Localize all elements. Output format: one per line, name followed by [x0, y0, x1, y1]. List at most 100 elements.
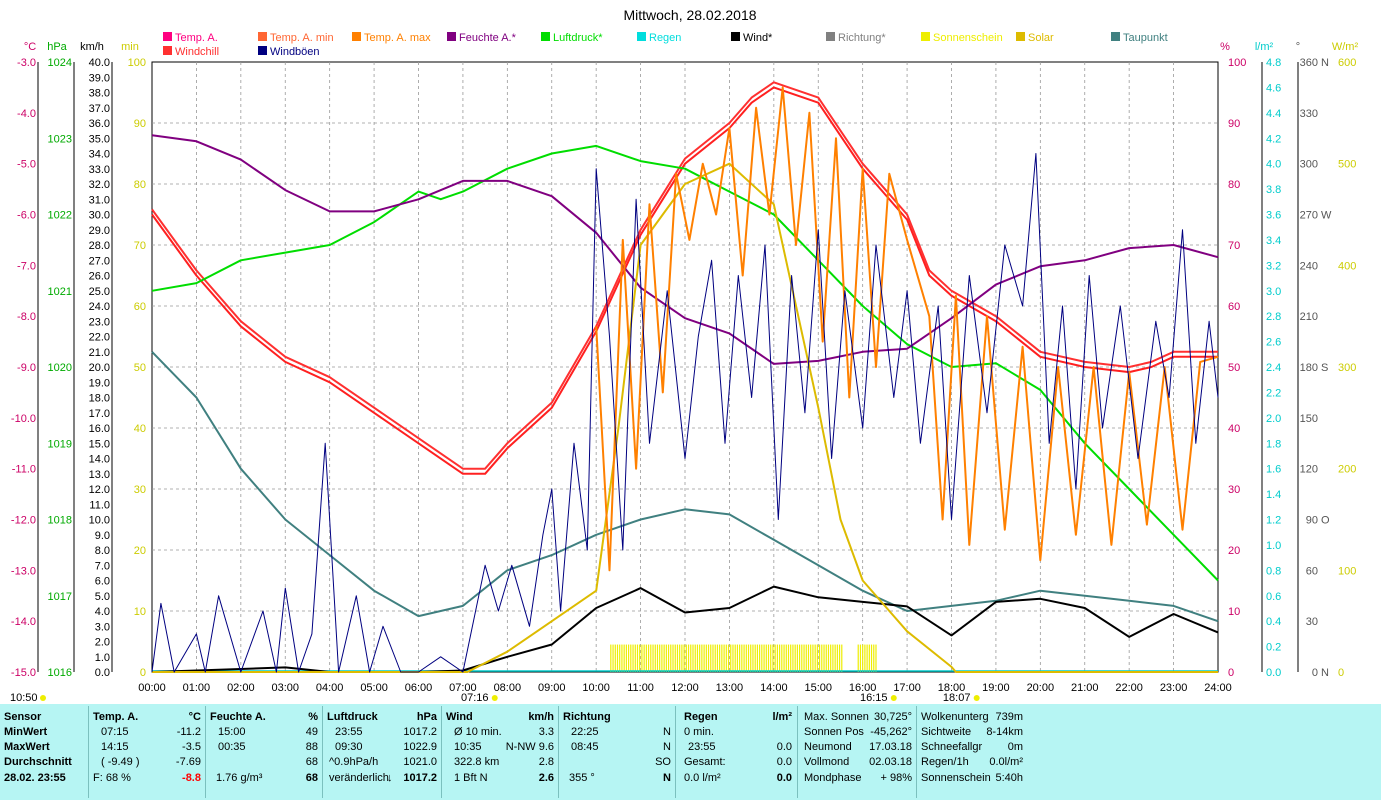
- astro-label: Mondphase: [804, 772, 862, 784]
- pressure-status: veränderlich: [329, 772, 389, 784]
- summary-panel: Sensor MinWert MaxWert Durchschnitt 28.0…: [0, 704, 1381, 800]
- sensor-header: Sensor: [4, 711, 42, 723]
- divider: [205, 706, 206, 798]
- rain-column: Regen l/m² 0 min. 23:55 0.0 Gesamt: 0.0 0.0…: [676, 704, 796, 800]
- row-label-max: MaxWert: [4, 741, 50, 753]
- direction-cardinal: W: [1321, 210, 1332, 222]
- wind-tick: 34.0: [89, 149, 110, 161]
- direction-tick: 180: [1300, 362, 1318, 374]
- legend-label: Temp. A.: [175, 32, 218, 44]
- wind-tick: 17.0: [89, 408, 110, 420]
- wind-tick: 18.0: [89, 393, 110, 405]
- wind-tick: 31.0: [89, 194, 110, 206]
- sun-tick: 0: [140, 667, 146, 679]
- direction-tick: 270: [1300, 210, 1318, 222]
- rain-tick: 2.2: [1266, 387, 1281, 399]
- wind-tick: 2.0: [95, 637, 110, 649]
- percent-tick: 30: [1228, 484, 1240, 496]
- legend-label: Luftdruck*: [553, 32, 603, 44]
- axis-unit-label: hPa: [47, 41, 67, 53]
- wind-avg: 3.3: [538, 726, 554, 738]
- rain-duration: 0 min.: [684, 726, 714, 738]
- rain-amount: 0.0 l/m²: [684, 772, 721, 784]
- sunset-marker: 18:07: [943, 692, 971, 704]
- legend-swatch: [163, 46, 172, 55]
- x-tick: 00:00: [138, 682, 166, 694]
- direction-current: N: [663, 772, 671, 784]
- rain-tick: 4.4: [1266, 108, 1281, 120]
- wind-tick: 1.0: [95, 652, 110, 664]
- wind-avg-label: Ø 10 min.: [454, 726, 502, 738]
- direction-header: Richtung: [563, 711, 611, 723]
- extra-label: Sichtweite: [921, 726, 972, 738]
- wind-tick: 33.0: [89, 164, 110, 176]
- temp-tick: -9.0: [17, 362, 36, 374]
- direction-avg: SO: [655, 756, 671, 768]
- wind-tick: 7.0: [95, 560, 110, 572]
- legend-label: Temp. A. min: [270, 32, 334, 44]
- solar-tick: 300: [1338, 362, 1356, 374]
- wind-tick: 37.0: [89, 103, 110, 115]
- rain-tick: 3.4: [1266, 235, 1281, 247]
- sun-tick: 80: [134, 179, 146, 191]
- pressure-tick: 1023: [48, 133, 72, 145]
- x-tick: 07:00: [449, 682, 477, 694]
- divider: [88, 706, 89, 798]
- astro-label: Vollmond: [804, 756, 850, 768]
- legend-label: Wind*: [743, 32, 773, 44]
- direction-tick: 360: [1300, 57, 1318, 69]
- solar-tick: 600: [1338, 57, 1356, 69]
- extra-value: 0m: [1007, 741, 1023, 753]
- wind-tick: 3.0: [95, 621, 110, 633]
- temp-tick: -15.0: [11, 667, 36, 679]
- legend-label: Feuchte A.*: [459, 32, 517, 44]
- wind-tick: 28.0: [89, 240, 110, 252]
- divider: [441, 706, 442, 798]
- sun-tick: 70: [134, 240, 146, 252]
- wind-tick: 14.0: [89, 454, 110, 466]
- rain-tick: 1.4: [1266, 489, 1281, 501]
- extra-value: 8-14km: [986, 726, 1023, 738]
- direction-tick: 60: [1306, 565, 1318, 577]
- wind-beaufort: 1 Bft N: [454, 772, 488, 784]
- solar-tick: 200: [1338, 464, 1356, 476]
- extra-column: Wolkenunterg 739m Sichtweite 8-14km Schnee…: [917, 704, 1027, 800]
- humidity-header: Feuchte A.: [210, 711, 266, 723]
- axis-unit-label: min: [121, 41, 139, 53]
- temp-min: -11.2: [176, 726, 201, 738]
- wind-header: Wind: [446, 711, 473, 723]
- direction-cardinal: S: [1321, 362, 1328, 374]
- wind-tick: 12.0: [89, 484, 110, 496]
- rain-header: Regen: [684, 711, 718, 723]
- rain-tick: 1.2: [1266, 515, 1281, 527]
- direction-max: N: [663, 741, 671, 753]
- direction-min: N: [663, 726, 671, 738]
- sun-tick: 50: [134, 362, 146, 374]
- x-tick: 01:00: [183, 682, 211, 694]
- divider: [916, 706, 917, 798]
- humidity-absolute: 1.76 g/m³: [216, 772, 263, 784]
- rain-tick: 3.2: [1266, 260, 1281, 272]
- sun-marker-icon: [40, 695, 46, 701]
- direction-cardinal: O: [1321, 515, 1330, 527]
- rain-tick: 0.0: [1266, 667, 1281, 679]
- series-temp-a-max: [595, 86, 1219, 572]
- temp-column: Temp. A. °C 07:15 -11.2 14:15 -3.5 ( -9.49 …: [89, 704, 205, 800]
- x-tick: 02:00: [227, 682, 255, 694]
- direction-tick: 240: [1300, 260, 1318, 272]
- temp-avg-paren: ( -9.49 ): [101, 756, 140, 768]
- wind-tick: 4.0: [95, 606, 110, 618]
- legend-swatch: [731, 32, 740, 41]
- x-tick: 13:00: [716, 682, 744, 694]
- rain-current: 0.0: [776, 772, 792, 784]
- humidity-min-time: 15:00: [218, 726, 246, 738]
- astro-label: Max. Sonnen: [804, 711, 869, 723]
- humidity-current: 68: [305, 772, 318, 784]
- pressure-avg: 1021.0: [403, 756, 437, 768]
- row-label-avg: Durchschnitt: [4, 756, 72, 768]
- row-label-min: MinWert: [4, 726, 48, 738]
- x-tick: 03:00: [271, 682, 299, 694]
- temp-unit: °C: [188, 711, 201, 723]
- wind-max-time: 10:35: [454, 741, 482, 753]
- temp-tick: -5.0: [17, 159, 36, 171]
